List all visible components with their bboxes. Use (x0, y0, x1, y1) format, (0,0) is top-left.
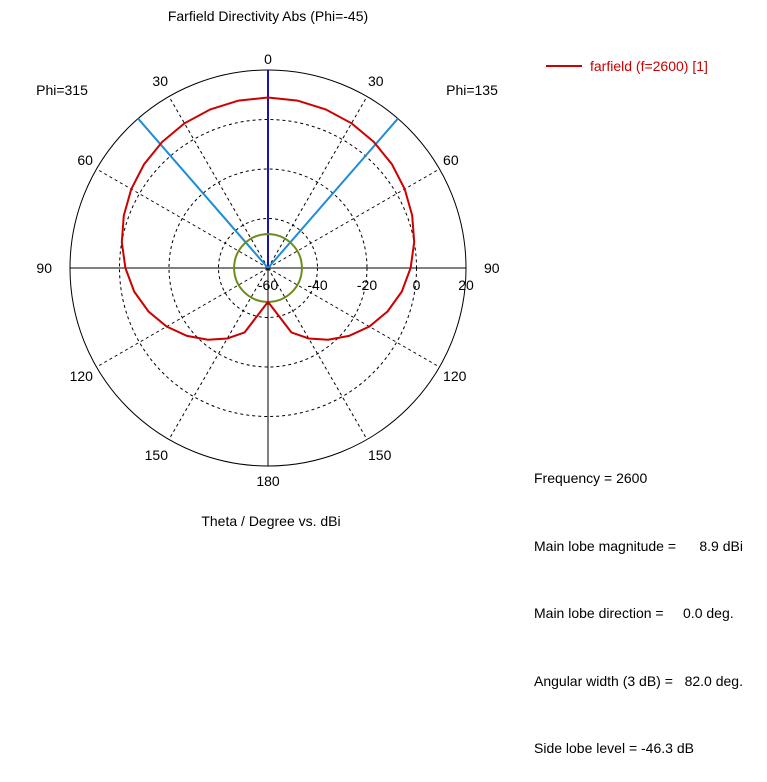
polar-chart: Farfield Directivity Abs (Phi=-45) Theta… (36, 8, 500, 529)
angle-tick-label: 60 (443, 152, 459, 168)
chart-labels: Farfield Directivity Abs (Phi=-45) Theta… (36, 8, 500, 529)
overlay-lines (137, 70, 399, 303)
angle-tick-label: 90 (484, 260, 500, 276)
results-panel: Frequency = 2600 Main lobe magnitude = 8… (534, 422, 743, 782)
phi-right-label: Phi=135 (446, 82, 498, 98)
series-layer (120, 96, 416, 341)
x-axis-label: Theta / Degree vs. dBi (201, 513, 340, 529)
radial-tick-label: -40 (307, 277, 327, 293)
info-frequency: Frequency = 2600 (534, 470, 648, 486)
angle-tick-label: 90 (36, 260, 52, 276)
radial-tick-label: 20 (458, 277, 474, 293)
info-angular-width: Angular width (3 dB) = 82.0 deg. (534, 672, 743, 689)
radial-tick-label: -20 (357, 277, 377, 293)
series-farfield-curve (120, 96, 416, 341)
info-main-lobe-magnitude: Main lobe magnitude = 8.9 dBi (534, 537, 743, 554)
angle-tick-label: 180 (256, 473, 280, 489)
phi-left-label: Phi=315 (36, 82, 88, 98)
info-side-lobe-level: Side lobe level = -46.3 dB (534, 740, 694, 756)
angle-tick-label: 150 (368, 447, 392, 463)
grid-spoke (168, 267, 269, 440)
legend-label-farfield: farfield (f=2600) [1] (590, 58, 708, 74)
grid-spoke (96, 168, 269, 269)
grid-spoke (267, 168, 440, 269)
angle-tick-label: 120 (443, 368, 467, 384)
legend-swatch-farfield (546, 65, 582, 67)
angle-tick-label: 30 (368, 73, 384, 89)
angle-tick-label: 60 (77, 152, 93, 168)
radial-tick-label: 0 (413, 277, 421, 293)
chart-title: Farfield Directivity Abs (Phi=-45) (168, 8, 368, 24)
radial-tick-label: -60 (258, 277, 278, 293)
grid-spoke (168, 96, 269, 269)
angle-tick-label: 150 (145, 447, 169, 463)
grid-spoke (267, 96, 368, 269)
chart-legend: farfield (f=2600) [1] (546, 56, 708, 76)
beamwidth-line (137, 117, 269, 269)
beamwidth-line (267, 117, 399, 269)
info-main-lobe-direction: Main lobe direction = 0.0 deg. (534, 605, 734, 621)
grid-spoke (96, 267, 269, 368)
angle-tick-label: 120 (70, 368, 94, 384)
grid-spoke (267, 267, 368, 440)
angle-tick-label: 30 (152, 73, 168, 89)
angle-tick-label: 0 (264, 51, 272, 67)
